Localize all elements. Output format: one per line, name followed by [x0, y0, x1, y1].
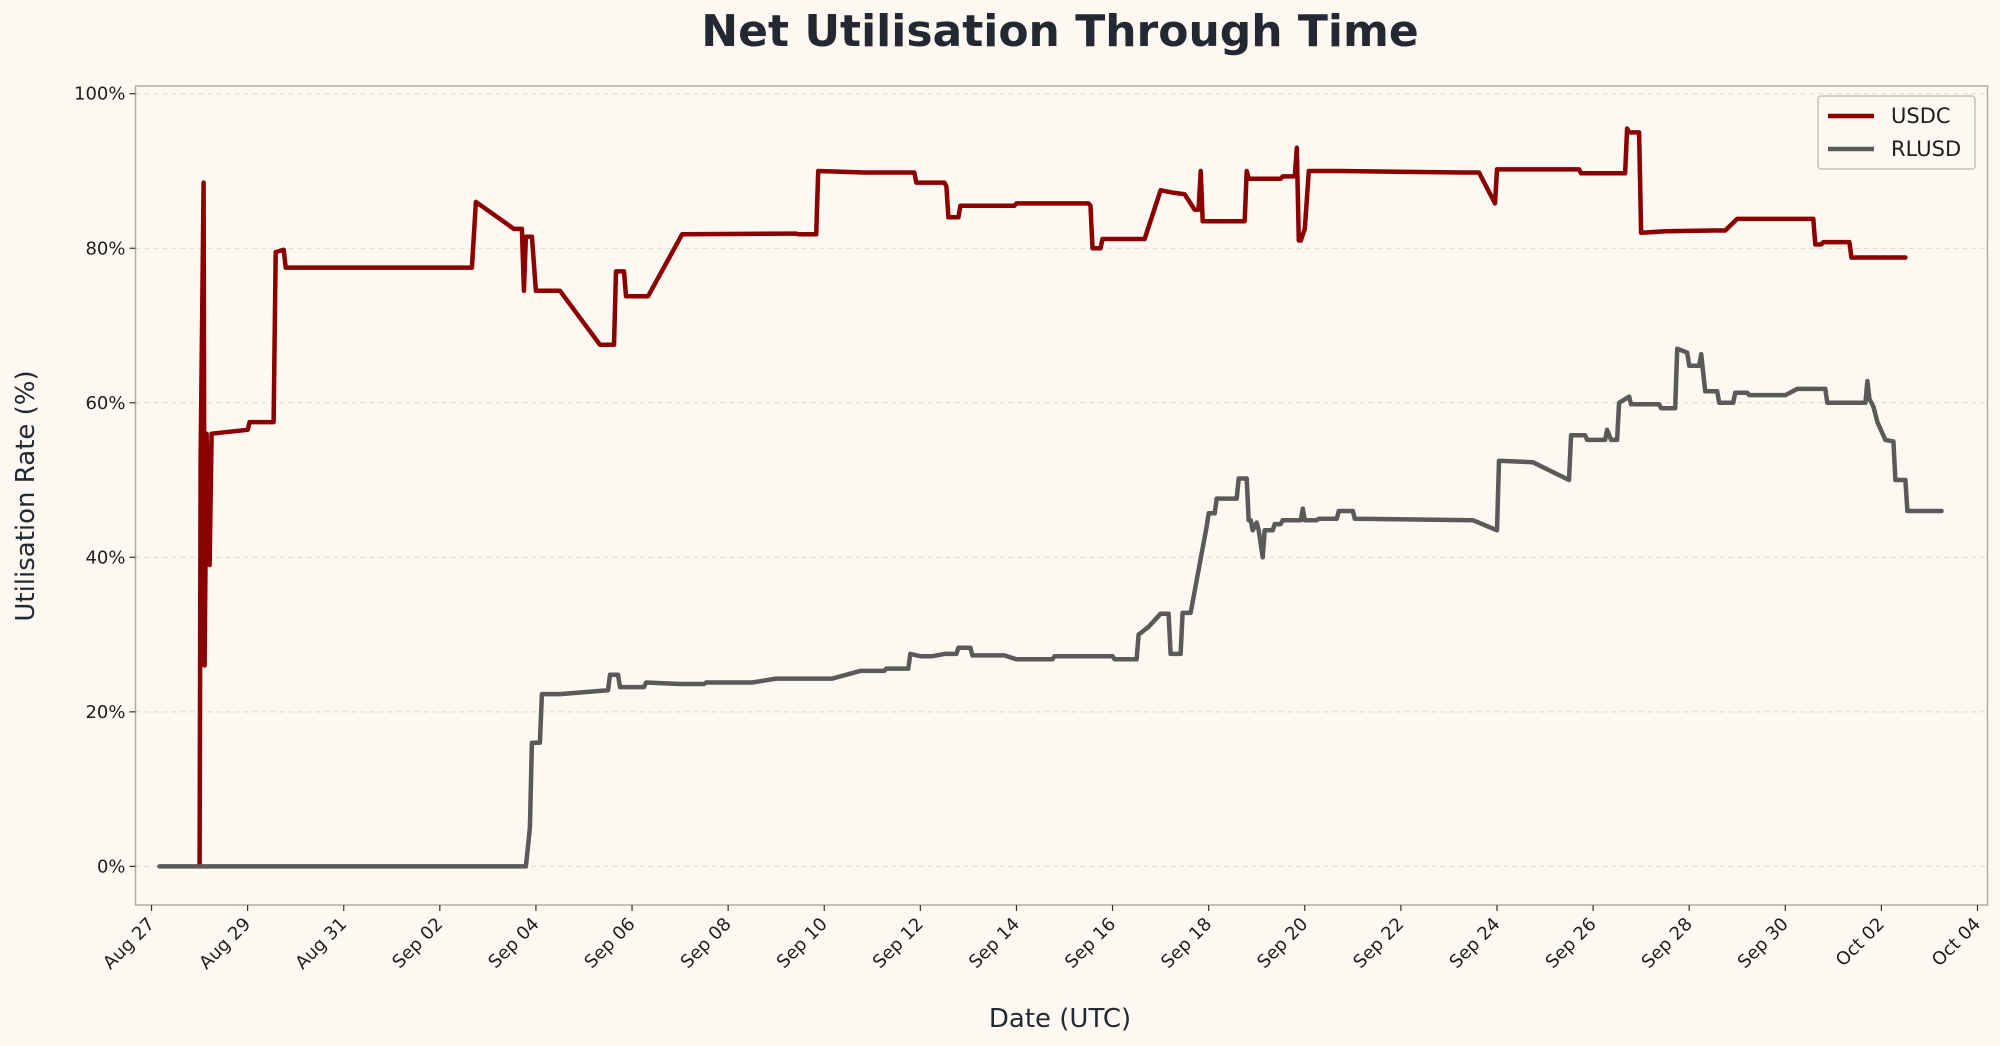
x-tick-label: Aug 31 — [291, 914, 351, 974]
y-axis-ticks: 0% 20% 40% 60% 80% 100% — [74, 84, 136, 877]
legend-label-usdc: USDC — [1891, 104, 1951, 128]
y-tick-label: 0% — [97, 856, 126, 877]
x-tick-label: Sep 12 — [869, 914, 928, 973]
y-tick-label: 100% — [74, 84, 125, 105]
y-tick-label: 80% — [85, 238, 125, 259]
y-tick-label: 60% — [85, 393, 125, 414]
x-tick-label: Aug 27 — [99, 914, 159, 974]
legend: USDC RLUSD — [1817, 95, 1976, 170]
plot-area — [134, 85, 1989, 906]
series-line-usdc — [197, 126, 1908, 869]
x-tick-label: Sep 16 — [1061, 914, 1120, 973]
x-tick-label: Sep 02 — [388, 914, 447, 973]
y-gridlines — [135, 93, 1988, 867]
y-tick-label: 20% — [85, 702, 125, 723]
series-group — [157, 126, 1944, 869]
x-tick-label: Sep 28 — [1638, 914, 1697, 973]
x-axis-label: Date (UTC) — [989, 1004, 1131, 1034]
x-tick-label: Oct 02 — [1832, 914, 1889, 971]
x-tick-label: Sep 22 — [1349, 914, 1408, 973]
x-tick-label: Aug 29 — [195, 914, 255, 974]
x-axis-ticks: Aug 27 Aug 29 Aug 31 Sep 02 Sep 04 Sep 06 Sep … — [99, 905, 1985, 974]
x-tick-label: Sep 14 — [965, 914, 1024, 973]
series-line-rlusd — [157, 346, 1944, 869]
x-tick-label: Sep 24 — [1445, 914, 1504, 973]
y-axis-label: Utilisation Rate (%) — [11, 370, 41, 621]
x-tick-label: Sep 06 — [580, 914, 639, 973]
x-tick-label: Sep 20 — [1253, 914, 1312, 973]
chart-title: Net Utilisation Through Time — [701, 6, 1418, 57]
x-tick-label: Sep 08 — [677, 914, 736, 973]
x-tick-label: Sep 18 — [1157, 914, 1216, 973]
y-tick-label: 40% — [85, 547, 125, 568]
x-tick-label: Oct 04 — [1928, 914, 1985, 971]
x-tick-label: Sep 30 — [1734, 914, 1793, 973]
x-tick-label: Sep 04 — [484, 914, 543, 973]
legend-label-rlusd: RLUSD — [1891, 137, 1961, 161]
x-tick-label: Sep 26 — [1542, 914, 1601, 973]
x-tick-label: Sep 10 — [773, 914, 832, 973]
